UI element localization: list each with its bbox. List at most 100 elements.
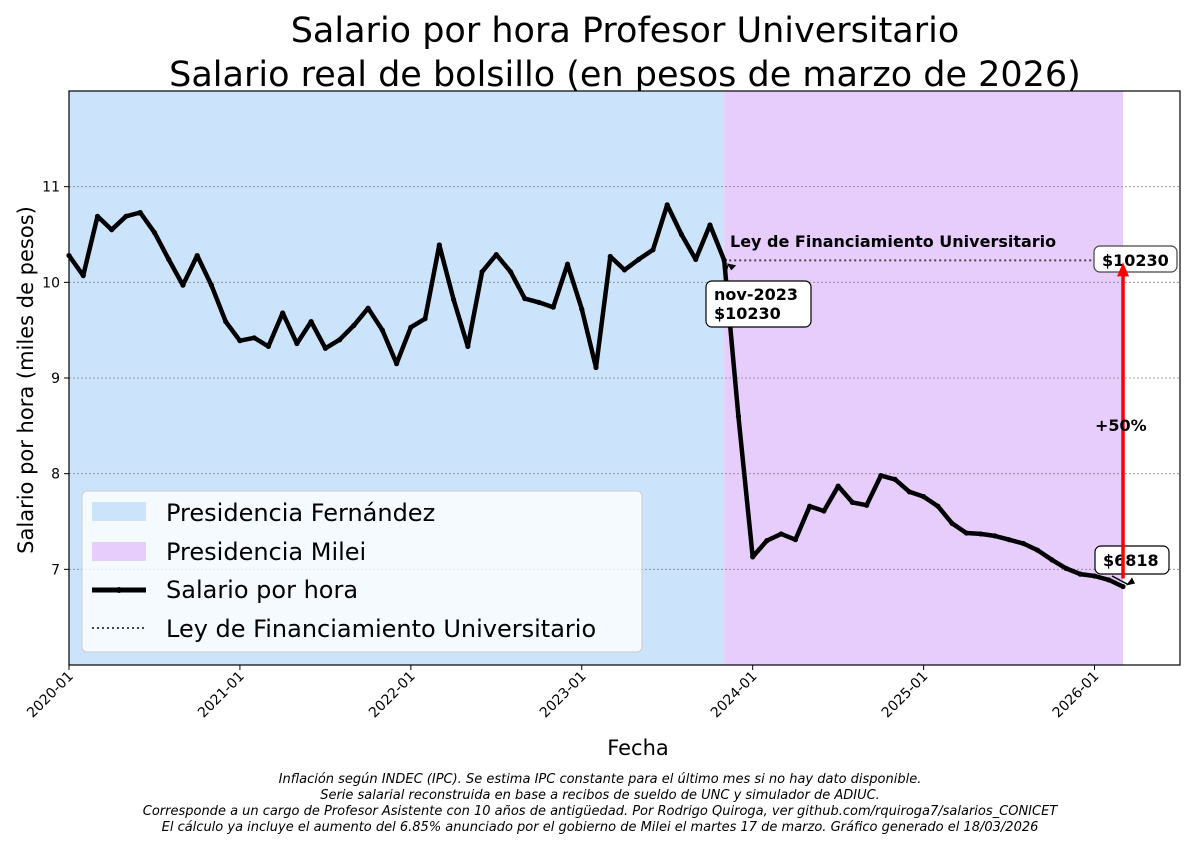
salario-point-2020-04 — [109, 227, 115, 233]
salario-point-2025-02 — [935, 503, 941, 509]
legend-swatch-milei — [92, 542, 146, 561]
y-axis-label: Salario por hora (miles de pesos) — [14, 206, 38, 554]
salario-point-2022-05 — [465, 343, 471, 350]
salario-point-2026-02 — [1106, 577, 1112, 583]
ley-value-box — [1093, 245, 1178, 273]
salario-point-2021-10 — [365, 305, 371, 311]
x-tick-label-2026-01: 2026-01 — [1050, 669, 1103, 722]
salario-point-2020-09 — [180, 282, 186, 288]
salario-point-2022-09 — [522, 295, 528, 302]
salario-point-2026-01 — [1091, 573, 1098, 579]
chart-title-line2: Salario real de bolsillo (en pesos de ma… — [169, 55, 1081, 95]
x-tick-label-2023-01: 2023-01 — [537, 669, 590, 722]
salario-point-2022-03 — [436, 242, 442, 248]
footnote-1: Inflación según INDEC (IPC). Se estima I… — [279, 772, 922, 787]
salario-point-2023-02 — [593, 364, 599, 371]
salario-point-2022-02 — [422, 316, 428, 322]
salario-point-2023-12 — [735, 413, 742, 419]
salario-point-2023-04 — [621, 267, 628, 273]
salario-point-2023-11 — [721, 257, 727, 263]
salario-point-2023-07 — [664, 202, 670, 208]
salario-point-2024-11 — [892, 476, 898, 483]
salario-point-2020-08 — [166, 256, 172, 262]
nov-2023-arrowhead — [727, 263, 737, 271]
salario-point-2022-11 — [550, 304, 556, 310]
salario-point-2021-07 — [322, 345, 328, 351]
salario-point-2022-04 — [450, 296, 457, 303]
legend-label-ley: Ley de Financiamiento Universitario — [166, 615, 596, 643]
salario-point-2025-09 — [1034, 547, 1041, 553]
footnote-3: Corresponde a un cargo de Profesor Asist… — [143, 804, 1059, 819]
salario-point-2022-06 — [479, 269, 485, 275]
salario-point-2024-03 — [778, 531, 784, 537]
salario-point-2025-05 — [977, 531, 984, 537]
salario-point-2021-03 — [265, 343, 272, 350]
x-tick-label-2021-01: 2021-01 — [195, 669, 248, 722]
salario-point-2023-03 — [607, 253, 613, 260]
salario-point-2023-09 — [693, 256, 699, 262]
x-tick-label-2020-01: 2020-01 — [24, 669, 77, 722]
salario-point-2020-05 — [123, 213, 129, 219]
x-tick-label-2025-01: 2025-01 — [879, 669, 932, 722]
last-value-arrow — [1111, 575, 1129, 586]
salario-point-2021-02 — [251, 335, 257, 341]
salario-point-2021-12 — [394, 361, 400, 367]
salario-point-2024-10 — [878, 472, 884, 479]
salario-point-2022-12 — [564, 261, 571, 267]
salario-point-2023-01 — [579, 306, 585, 312]
chart-title-line1: Salario por hora Profesor Universitario — [291, 11, 960, 51]
last-value-box — [1094, 545, 1170, 575]
x-axis-label: Fecha — [607, 736, 669, 760]
increase-arrowhead — [1117, 262, 1130, 277]
salario-point-2023-06 — [650, 247, 656, 253]
last-value-arrowhead — [1126, 577, 1136, 586]
last-value-label: $6818 — [1103, 551, 1159, 570]
legend-label-salario: Salario por hora — [166, 576, 358, 604]
salario-point-2024-12 — [906, 489, 912, 495]
salario-point-2024-01 — [750, 554, 756, 560]
salario-point-2025-08 — [1020, 540, 1026, 547]
legend: Presidencia Fernández Presidencia Milei … — [81, 490, 643, 653]
region-1 — [724, 91, 1124, 665]
salario-point-2020-07 — [151, 229, 158, 236]
legend-swatch-fernandez — [92, 502, 146, 521]
x-tick-label-2022-01: 2022-01 — [366, 669, 419, 722]
salario-point-2022-10 — [536, 299, 542, 306]
salario-point-2023-08 — [678, 231, 685, 238]
ley-annotation-label: Ley de Financiamiento Universitario — [730, 232, 1056, 251]
y-tick-label-10: 10 — [42, 275, 60, 291]
salario-point-2024-02 — [764, 538, 770, 544]
salario-point-2022-07 — [493, 251, 499, 258]
salario-point-2021-05 — [294, 340, 300, 347]
salario-point-2023-10 — [707, 222, 713, 228]
nov-2023-label: nov-2023 — [714, 285, 798, 304]
salario-point-2025-10 — [1049, 557, 1055, 563]
y-tick-label-9: 9 — [51, 371, 60, 387]
salario-point-2025-11 — [1063, 565, 1069, 571]
salario-point-2026-03 — [1120, 583, 1126, 590]
salario-point-2024-08 — [849, 499, 855, 505]
salario-point-2021-06 — [308, 318, 314, 325]
nov-2023-box — [705, 280, 812, 328]
salario-point-2021-08 — [337, 337, 343, 343]
salario-point-2024-06 — [821, 508, 827, 514]
salario-point-2025-01 — [921, 494, 927, 500]
salario-point-2022-08 — [507, 269, 514, 275]
salario-point-2020-06 — [137, 209, 143, 216]
y-tick-label-11: 11 — [42, 180, 60, 196]
x-tick-label-2024-01: 2024-01 — [708, 669, 761, 722]
salario-point-2024-04 — [792, 537, 799, 543]
nov-2023-value: $10230 — [714, 304, 781, 323]
legend-box — [81, 490, 643, 653]
footnotes: Inflación según INDEC (IPC). Se estima I… — [143, 772, 1059, 835]
y-tick-label-7: 7 — [51, 562, 60, 578]
increase-label: +50% — [1095, 416, 1147, 435]
ley-value-label: $10230 — [1102, 251, 1169, 270]
salario-point-2020-12 — [223, 318, 229, 325]
legend-label-fernandez: Presidencia Fernández — [166, 499, 435, 527]
salario-point-2022-01 — [408, 324, 414, 330]
salario-point-2025-04 — [963, 530, 969, 536]
salario-point-2023-05 — [636, 256, 642, 262]
salario-point-2025-07 — [1006, 537, 1012, 543]
